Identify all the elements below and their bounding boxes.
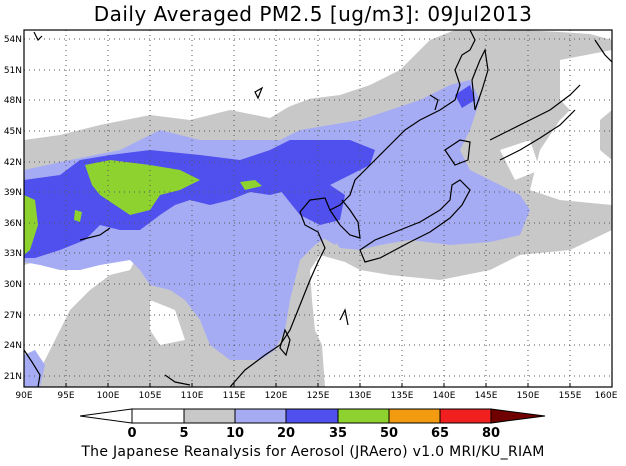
lat-label: 36N — [4, 219, 22, 229]
colorbar-box-35-50 — [337, 408, 390, 424]
lon-label: 150E — [517, 391, 540, 401]
colorbar-high-arrow — [490, 408, 546, 424]
lat-label: 30N — [4, 280, 22, 290]
colorbar-box-5-10 — [183, 408, 236, 424]
lon-label: 115E — [223, 391, 246, 401]
lon-label: 110E — [181, 391, 204, 401]
colorbar-label: 65 — [431, 426, 449, 441]
lat-label: 45N — [4, 127, 22, 137]
map-gridlines — [24, 30, 612, 387]
colorbar-label: 50 — [380, 426, 398, 441]
lon-label: 125E — [307, 391, 330, 401]
lat-label: 27N — [4, 311, 22, 321]
colorbar-label: 80 — [482, 426, 500, 441]
colorbar-box-0-5 — [131, 408, 185, 424]
colorbar-label: 0 — [127, 426, 136, 441]
lon-label: 105E — [139, 391, 162, 401]
lon-label: 145E — [475, 391, 498, 401]
pm25-fields — [24, 30, 612, 387]
lon-label: 135E — [391, 391, 414, 401]
lat-label: 48N — [4, 96, 22, 106]
lat-label: 42N — [4, 158, 22, 168]
lat-label: 39N — [4, 188, 22, 198]
lon-label: 155E — [559, 391, 582, 401]
colorbar-label: 35 — [329, 426, 347, 441]
lat-label: 54N — [4, 35, 22, 45]
colorbar-box-50-65 — [388, 408, 441, 424]
colorbar — [79, 408, 546, 424]
lon-label: 130E — [349, 391, 372, 401]
colorbar-low-arrow — [79, 408, 133, 424]
lon-label: 95E — [57, 391, 74, 401]
tick-marks — [23, 383, 613, 387]
map-footer: The Japanese Reanalysis for Aerosol (JRA… — [81, 444, 545, 460]
lon-label: 160E — [595, 391, 618, 401]
lat-label: 21N — [4, 372, 22, 382]
pm25-band-35-50 — [24, 160, 262, 255]
lat-label: 51N — [4, 66, 22, 76]
map-title: Daily Averaged PM2.5 [ug/m3]: 09Jul2013 — [93, 2, 533, 26]
lon-label: 100E — [97, 391, 120, 401]
colorbar-label: 5 — [179, 426, 188, 441]
longitude-labels: 90E 95E 100E 105E 110E 115E 120E 125E 13… — [15, 391, 617, 401]
lat-label: 24N — [4, 341, 22, 351]
colorbar-box-10-20 — [234, 408, 287, 424]
lat-label: 33N — [4, 249, 22, 259]
colorbar-label: 20 — [277, 426, 295, 441]
colorbar-box-65-80 — [439, 408, 492, 424]
latitude-labels: 21N 24N 27N 30N 33N 36N 39N 42N 45N 48N … — [4, 35, 22, 382]
coastlines — [24, 30, 612, 387]
lon-label: 90E — [15, 391, 32, 401]
colorbar-labels: 0 5 10 20 35 50 65 80 — [127, 426, 500, 441]
colorbar-box-20-35 — [285, 408, 339, 424]
lon-label: 120E — [265, 391, 288, 401]
colorbar-label: 10 — [226, 426, 244, 441]
pm25-band-0-5 — [24, 30, 612, 387]
lon-label: 140E — [433, 391, 456, 401]
